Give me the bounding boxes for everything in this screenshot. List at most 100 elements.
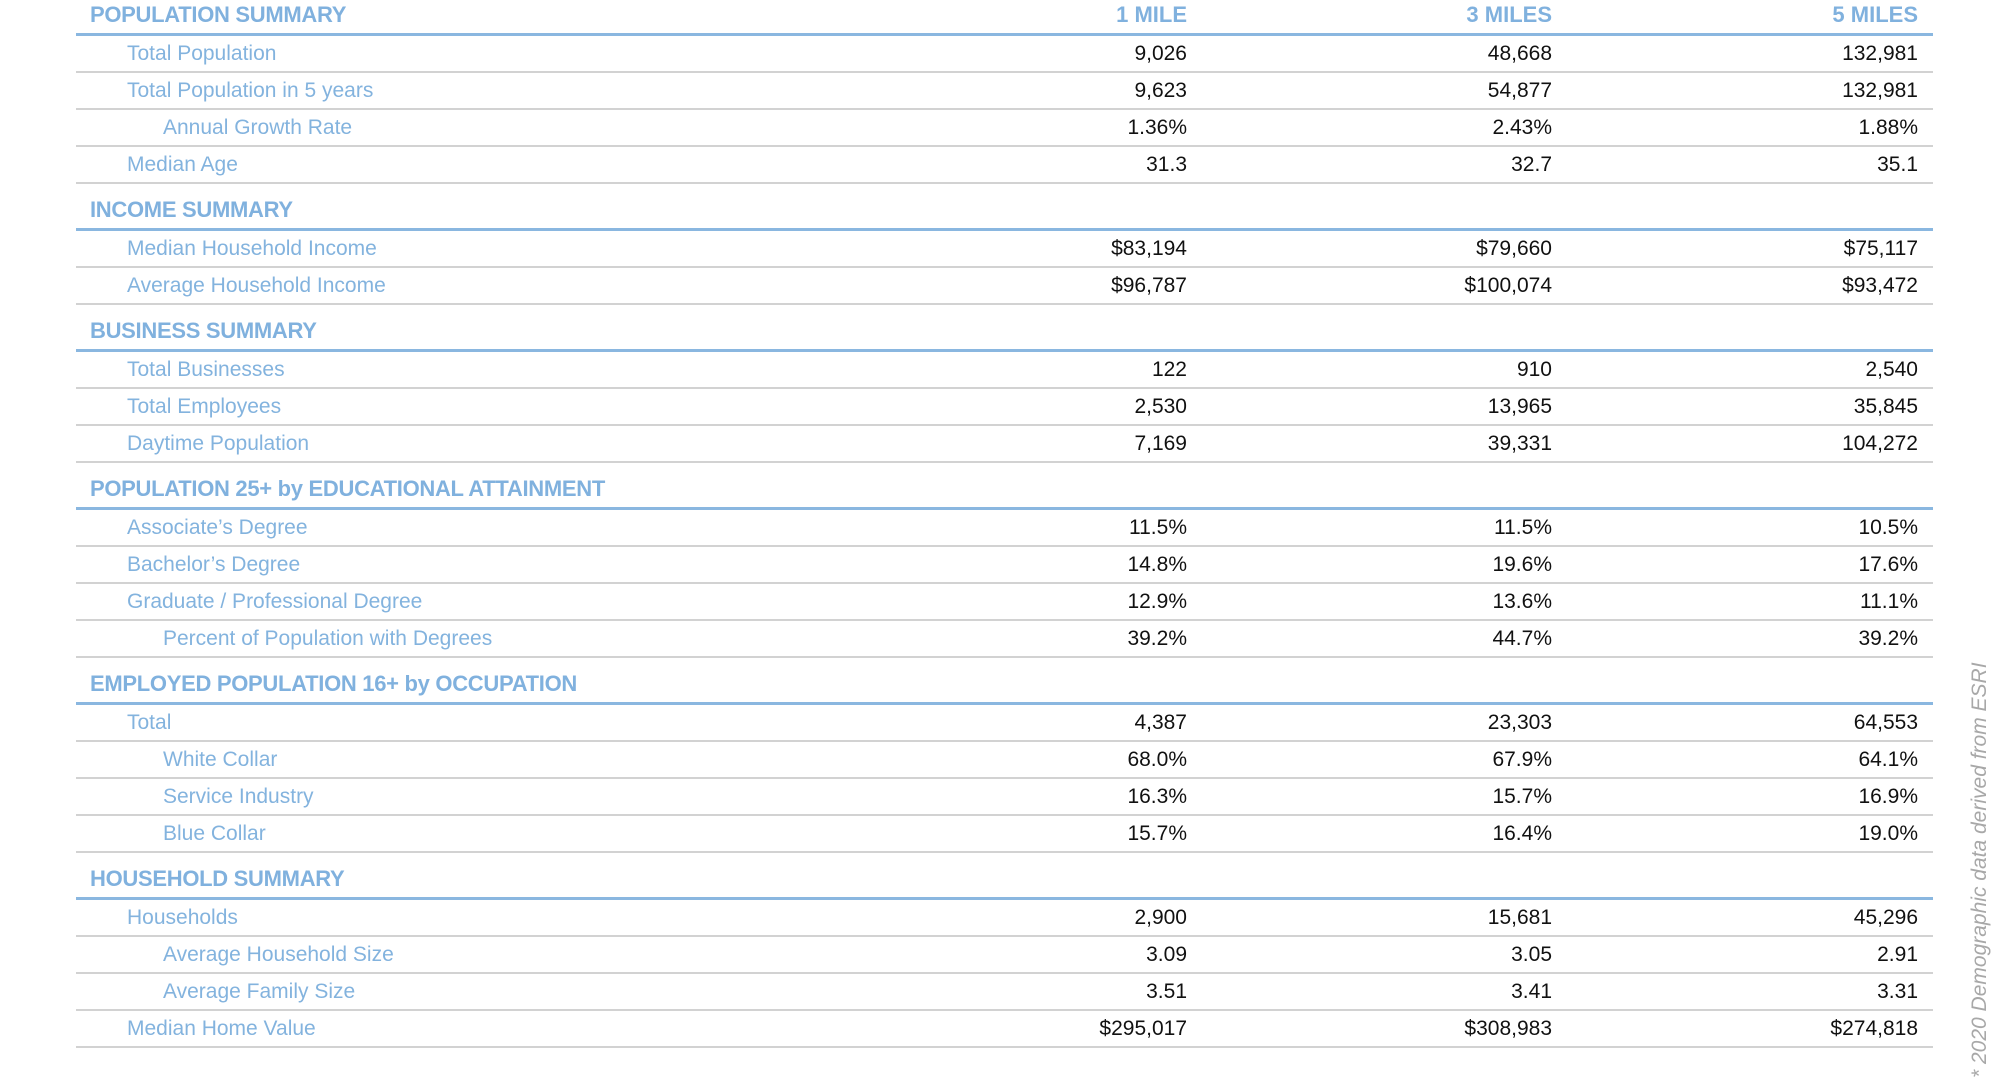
row-value: 2,530: [1134, 395, 1187, 418]
table-row: Annual Growth Rate 1.36% 2.43% 1.88%: [76, 110, 1933, 147]
row-value: 4,387: [1134, 711, 1187, 734]
table-row: White Collar 68.0% 67.9% 64.1%: [76, 742, 1933, 779]
table-row: Total Population 9,026 48,668 132,981: [76, 36, 1933, 73]
row-value: $96,787: [1111, 274, 1187, 297]
row-value: 32.7: [1511, 153, 1552, 176]
row-label: Average Family Size: [163, 980, 356, 1003]
row-value: 11.1%: [1860, 590, 1918, 613]
table-row: Median Household Income $83,194 $79,660 $75…: [76, 231, 1933, 268]
row-value: $295,017: [1099, 1017, 1187, 1040]
row-value: 10.5%: [1858, 516, 1918, 539]
row-value: 16.3%: [1127, 785, 1187, 808]
section-title: HOUSEHOLD SUMMARY: [90, 866, 345, 891]
table-row: Median Age 31.3 32.7 35.1: [76, 147, 1933, 184]
section-header: BUSINESS SUMMARY: [76, 305, 1933, 352]
row-value: 39.2%: [1858, 627, 1918, 650]
section-header: POPULATION 25+ by EDUCATIONAL ATTAINMENT: [76, 463, 1933, 510]
row-value: 31.3: [1146, 153, 1187, 176]
row-label: Median Age: [127, 153, 238, 176]
table-row: Average Household Income $96,787 $100,074 $…: [76, 268, 1933, 305]
section-header: HOUSEHOLD SUMMARY: [76, 853, 1933, 900]
row-label: Graduate / Professional Degree: [127, 590, 423, 613]
section-title: POPULATION SUMMARY: [90, 2, 347, 27]
table-row: Total Population in 5 years 9,623 54,877 13…: [76, 73, 1933, 110]
row-value: 16.9%: [1858, 785, 1918, 808]
row-value: 3.05: [1511, 943, 1552, 966]
column-header: 1 MILE: [1116, 2, 1187, 27]
row-label: Total Population in 5 years: [127, 79, 374, 102]
row-value: 11.5%: [1494, 516, 1552, 539]
row-value: $93,472: [1842, 274, 1918, 297]
row-label: Service Industry: [163, 785, 314, 808]
row-value: 54,877: [1487, 79, 1552, 102]
row-value: 1.36%: [1127, 116, 1187, 139]
row-value: 7,169: [1134, 432, 1187, 455]
row-label: Median Home Value: [127, 1017, 316, 1040]
row-value: 12.9%: [1127, 590, 1187, 613]
row-value: 2,900: [1134, 906, 1187, 929]
row-value: 45,296: [1853, 906, 1918, 929]
row-label: Total Population: [127, 42, 277, 65]
row-value: 15,681: [1487, 906, 1552, 929]
row-label: Total Businesses: [127, 358, 285, 381]
row-value: 48,668: [1487, 42, 1552, 65]
row-value: 64.1%: [1858, 748, 1918, 771]
row-value: 15.7%: [1127, 822, 1187, 845]
row-value: 2.43%: [1492, 116, 1552, 139]
row-value: 68.0%: [1127, 748, 1187, 771]
row-value: $100,074: [1464, 274, 1552, 297]
row-value: 122: [1151, 358, 1187, 381]
row-value: 3.31: [1877, 980, 1918, 1003]
table-row: Percent of Population with Degrees 39.2% 4…: [76, 621, 1933, 658]
demographics-table: POPULATION SUMMARY 1 MILE 3 MILES 5 MILES To…: [76, 0, 1933, 1048]
row-value: 1.88%: [1858, 116, 1918, 139]
section-header: INCOME SUMMARY: [76, 184, 1933, 231]
row-value: $274,818: [1830, 1017, 1918, 1040]
section-title: BUSINESS SUMMARY: [90, 318, 317, 343]
row-label: Daytime Population: [127, 432, 310, 455]
row-label: White Collar: [163, 748, 278, 771]
row-value: $75,117: [1843, 237, 1918, 260]
row-value: 13.6%: [1492, 590, 1552, 613]
row-value: 16.4%: [1492, 822, 1552, 845]
row-value: 19.0%: [1858, 822, 1918, 845]
row-label: Blue Collar: [163, 822, 266, 845]
section-title: INCOME SUMMARY: [90, 197, 293, 222]
row-value: 64,553: [1853, 711, 1918, 734]
row-value: 67.9%: [1492, 748, 1552, 771]
table-row: Average Household Size 3.09 3.05 2.91: [76, 937, 1933, 974]
row-label: Associate’s Degree: [127, 516, 308, 539]
table-row: Total 4,387 23,303 64,553: [76, 705, 1933, 742]
row-label: Households: [127, 906, 238, 929]
row-value: 2,540: [1865, 358, 1918, 381]
row-label: Average Household Income: [127, 274, 386, 297]
table-row: Graduate / Professional Degree 12.9% 13.6%…: [76, 584, 1933, 621]
row-value: 35,845: [1853, 395, 1918, 418]
section-header: POPULATION SUMMARY 1 MILE 3 MILES 5 MILES: [76, 0, 1933, 36]
table-row: Total Employees 2,530 13,965 35,845: [76, 389, 1933, 426]
row-value: 3.41: [1511, 980, 1552, 1003]
row-label: Total Employees: [127, 395, 282, 418]
row-value: 17.6%: [1858, 553, 1918, 576]
row-value: 2.91: [1877, 943, 1918, 966]
column-header: 3 MILES: [1466, 2, 1552, 27]
row-value: 132,981: [1842, 79, 1918, 102]
table-row: Total Businesses 122 910 2,540: [76, 352, 1933, 389]
section-title: EMPLOYED POPULATION 16+ by OCCUPATION: [90, 671, 578, 696]
table-row: Daytime Population 7,169 39,331 104,272: [76, 426, 1933, 463]
row-value: 19.6%: [1492, 553, 1552, 576]
column-header: 5 MILES: [1832, 2, 1918, 27]
row-label: Annual Growth Rate: [163, 116, 353, 139]
row-label: Average Household Size: [163, 943, 394, 966]
row-value: 44.7%: [1492, 627, 1552, 650]
row-value: 13,965: [1487, 395, 1552, 418]
table-row: Average Family Size 3.51 3.41 3.31: [76, 974, 1933, 1011]
row-value: 104,272: [1842, 432, 1918, 455]
row-value: 35.1: [1877, 153, 1918, 176]
row-value: 3.09: [1146, 943, 1187, 966]
row-label: Bachelor’s Degree: [127, 553, 301, 576]
table-row: Bachelor’s Degree 14.8% 19.6% 17.6%: [76, 547, 1933, 584]
footnote: * 2020 Demographic data derived from ESR…: [1968, 662, 1991, 1078]
row-value: 11.5%: [1129, 516, 1187, 539]
table-row: Associate’s Degree 11.5% 11.5% 10.5%: [76, 510, 1933, 547]
